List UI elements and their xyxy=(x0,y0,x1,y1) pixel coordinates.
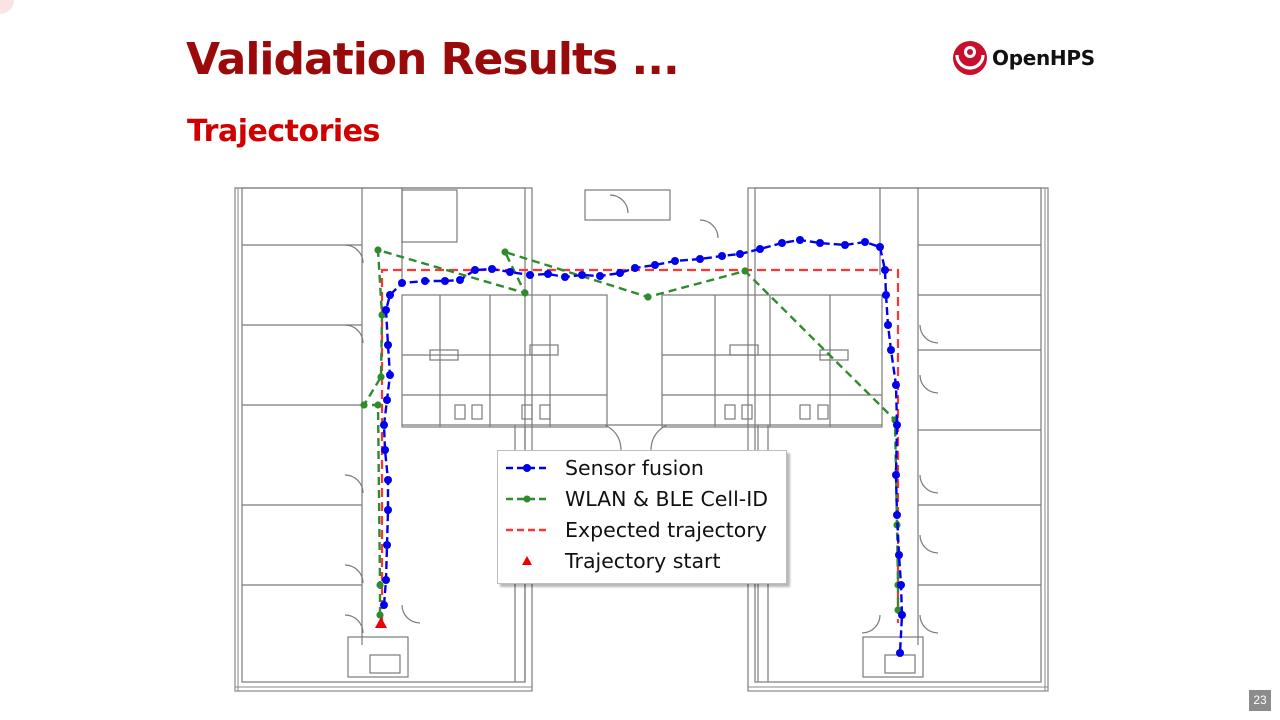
sensor-fusion-point xyxy=(884,321,892,329)
wlan-ble-point xyxy=(501,248,509,256)
plot-legend: Sensor fusion WLAN & BLE Cell-ID Expecte… xyxy=(497,450,787,584)
sensor-fusion-point xyxy=(631,264,639,272)
legend-entry-wlan-ble: WLAN & BLE Cell-ID xyxy=(498,485,786,513)
sensor-fusion-point xyxy=(778,239,786,247)
sensor-fusion-point xyxy=(384,476,392,484)
openhps-logo-icon xyxy=(953,41,987,75)
sensor-fusion-point xyxy=(383,541,391,549)
wlan-ble-point xyxy=(376,581,384,589)
trajectory-start-legend-icon xyxy=(522,556,532,565)
sensor-fusion-point xyxy=(876,243,884,251)
legend-entry-sensor-fusion: Sensor fusion xyxy=(498,454,786,482)
sensor-fusion-point xyxy=(398,279,406,287)
wlan-ble-point xyxy=(374,401,382,409)
legend-label-start: Trajectory start xyxy=(565,549,721,573)
wlan-ble-point xyxy=(360,401,368,409)
sensor-fusion-point xyxy=(898,611,906,619)
legend-label-expected: Expected trajectory xyxy=(565,518,767,542)
legend-label-wlan-ble: WLAN & BLE Cell-ID xyxy=(565,487,769,511)
sensor-fusion-point xyxy=(616,269,624,277)
sensor-fusion-point xyxy=(381,446,389,454)
slide-title: Validation Results ... xyxy=(186,34,680,85)
sensor-fusion-point xyxy=(596,272,604,280)
outer-wall-hatching xyxy=(234,188,1049,692)
floorplan xyxy=(234,187,1049,692)
sensor-fusion-point xyxy=(386,371,394,379)
sensor-fusion-point xyxy=(756,245,764,253)
expected-trajectory-line xyxy=(380,268,900,623)
sensor-fusion-point xyxy=(544,270,552,278)
legend-label-sensor-fusion: Sensor fusion xyxy=(565,456,704,480)
openhps-logo: OpenHPS xyxy=(952,40,1095,76)
sensor-fusion-point xyxy=(578,271,586,279)
wlan-ble-point xyxy=(644,293,652,301)
sensor-fusion-legend-icon xyxy=(506,464,548,472)
sensor-fusion-point xyxy=(893,511,901,519)
sensor-fusion-point xyxy=(796,236,804,244)
wlan-ble-legend-icon xyxy=(506,495,548,503)
sensor-fusion-point xyxy=(671,257,679,265)
sensor-fusion-point xyxy=(506,268,514,276)
sensor-fusion-point xyxy=(882,291,890,299)
sensor-fusion-point xyxy=(384,506,392,514)
openhps-logo-text: OpenHPS xyxy=(992,46,1095,70)
sensor-fusion-point xyxy=(736,250,744,258)
sensor-fusion-point xyxy=(384,341,392,349)
sensor-fusion-point xyxy=(421,277,429,285)
sensor-fusion-point xyxy=(895,551,903,559)
sensor-fusion-point xyxy=(897,581,905,589)
trajectory-start-triangle xyxy=(375,617,387,628)
sensor-fusion-point xyxy=(893,421,901,429)
sensor-fusion-trajectory xyxy=(380,236,906,657)
sensor-fusion-point xyxy=(696,255,704,263)
expected-trajectory-legend-icon xyxy=(506,528,548,532)
floorplan-trajectory-plot xyxy=(234,187,1049,692)
wlan-ble-point xyxy=(741,267,749,275)
sensor-fusion-point xyxy=(488,265,496,273)
sensor-fusion-point xyxy=(718,252,726,260)
legend-entry-expected: Expected trajectory xyxy=(498,516,786,544)
slide-corner-decoration xyxy=(0,0,14,14)
page-number: 23 xyxy=(1249,690,1271,711)
sensor-fusion-point xyxy=(561,273,569,281)
sensor-fusion-point xyxy=(816,239,824,247)
sensor-fusion-point xyxy=(380,601,388,609)
trajectory-start-marker xyxy=(375,617,387,628)
wlan-ble-point xyxy=(376,611,384,619)
sensor-fusion-point xyxy=(896,649,904,657)
wlan-ble-point xyxy=(377,373,385,381)
sensor-fusion-point xyxy=(892,381,900,389)
sensor-fusion-point xyxy=(887,346,895,354)
sensor-fusion-point xyxy=(841,241,849,249)
sensor-fusion-point xyxy=(382,306,390,314)
sensor-fusion-point xyxy=(881,266,889,274)
sensor-fusion-line xyxy=(382,238,904,654)
sensor-fusion-point xyxy=(380,421,388,429)
sensor-fusion-point xyxy=(892,471,900,479)
legend-entry-start: Trajectory start xyxy=(498,547,786,575)
sensor-fusion-point xyxy=(386,291,394,299)
sensor-fusion-point xyxy=(441,277,449,285)
wlan-ble-point xyxy=(374,246,382,254)
sensor-fusion-point xyxy=(383,396,391,404)
sensor-fusion-point xyxy=(382,576,390,584)
sensor-fusion-point xyxy=(651,261,659,269)
sensor-fusion-point xyxy=(526,271,534,279)
sensor-fusion-point xyxy=(471,266,479,274)
sensor-fusion-point xyxy=(456,276,464,284)
slide-subtitle: Trajectories xyxy=(187,114,380,149)
expected-trajectory xyxy=(380,268,900,623)
wlan-ble-point xyxy=(521,289,529,297)
sensor-fusion-point xyxy=(861,238,869,246)
